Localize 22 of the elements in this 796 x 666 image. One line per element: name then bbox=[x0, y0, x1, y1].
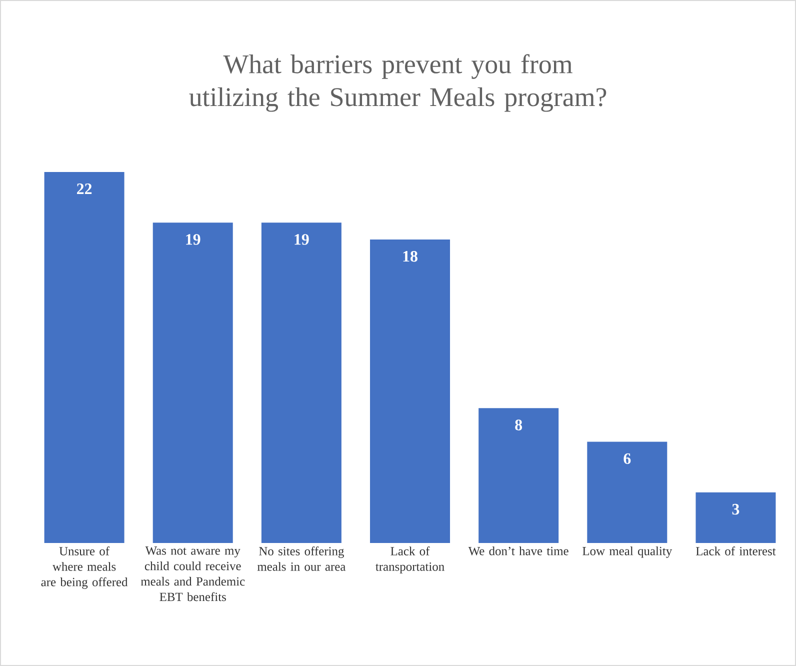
data-label: 8 bbox=[515, 420, 522, 430]
data-label: 18 bbox=[403, 250, 418, 262]
bar bbox=[696, 492, 776, 543]
x-tick-label: We don’t have time bbox=[468, 546, 568, 556]
x-tick-label: Lack of transportation bbox=[376, 546, 444, 574]
bar bbox=[261, 222, 342, 543]
bar bbox=[587, 442, 668, 543]
bar bbox=[44, 172, 124, 543]
data-label: 3 bbox=[732, 504, 740, 515]
x-tick-label: Was not aware my child could receive meals and Pandemic EBT benefits bbox=[140, 546, 245, 602]
bar bbox=[478, 408, 559, 543]
data-label: 6 bbox=[624, 453, 631, 464]
x-tick-label: Lack of interest bbox=[696, 546, 776, 556]
chart-title: What barriers prevent you from utilizing the Summer Meals program? bbox=[189, 54, 606, 112]
bar bbox=[152, 222, 233, 543]
data-label: 22 bbox=[76, 184, 92, 194]
bar bbox=[370, 239, 450, 543]
x-tick-label: No sites offering meals in our area bbox=[257, 546, 346, 571]
x-tick-label: Unsure of where meals are being offered bbox=[41, 546, 128, 589]
x-tick-label: Low meal quality bbox=[582, 546, 672, 558]
data-label: 19 bbox=[186, 234, 200, 245]
data-label: 19 bbox=[294, 234, 309, 245]
